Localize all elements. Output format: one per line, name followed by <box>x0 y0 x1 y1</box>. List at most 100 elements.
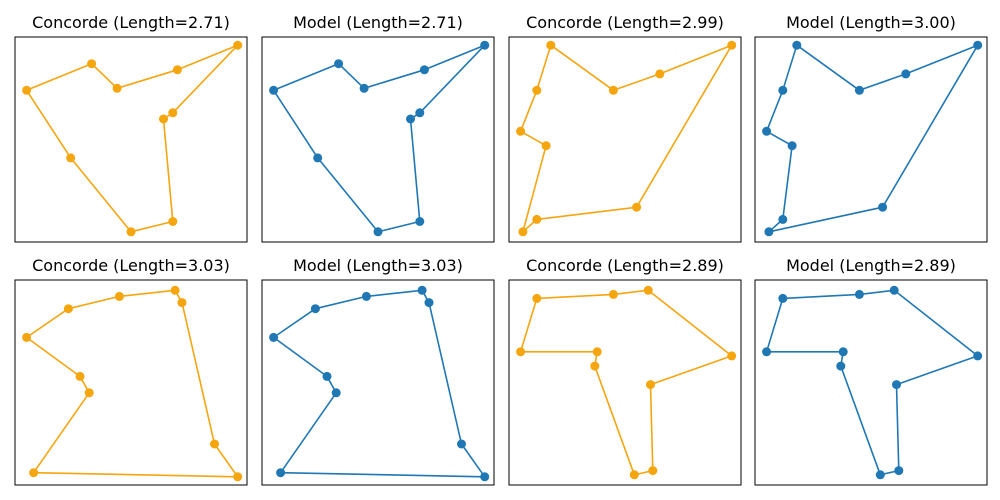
axes-frame <box>14 279 248 486</box>
city-point <box>359 83 369 93</box>
city-point <box>646 380 655 390</box>
city-point <box>168 108 178 118</box>
city-point <box>419 65 429 75</box>
city-point <box>778 293 788 303</box>
city-point <box>112 83 122 93</box>
tour-panel: Concorde (Length=3.03) <box>14 256 248 486</box>
city-point <box>778 214 788 224</box>
tour-panel: Model (Length=3.03) <box>261 256 495 486</box>
city-point <box>415 217 425 226</box>
panel-title: Model (Length=2.71) <box>293 13 463 32</box>
city-point <box>889 285 899 295</box>
city-point <box>361 291 371 301</box>
tour-line <box>25 44 239 233</box>
city-point <box>424 298 434 308</box>
city-point <box>406 114 415 124</box>
tour-panel: Concorde (Length=2.71) <box>14 13 248 243</box>
city-point <box>532 214 542 224</box>
city-point <box>632 202 642 212</box>
city-point <box>276 468 286 478</box>
city-point <box>643 285 653 295</box>
city-point <box>415 108 425 118</box>
panel-title: Model (Length=2.89) <box>786 256 956 275</box>
tour-panel: Model (Length=3.00) <box>754 13 988 243</box>
city-point <box>648 466 658 476</box>
city-point <box>269 332 279 342</box>
city-point <box>787 141 797 151</box>
tour-line <box>519 289 733 476</box>
city-point <box>854 85 864 95</box>
tour-panel: Concorde (Length=2.99) <box>508 13 742 243</box>
tour-line <box>519 44 733 233</box>
city-point <box>334 59 344 69</box>
city-point <box>210 439 219 449</box>
city-point <box>22 332 32 342</box>
panel-title: Model (Length=3.03) <box>293 256 463 275</box>
city-point <box>233 472 243 482</box>
tour-line <box>765 289 979 476</box>
city-point <box>546 40 556 50</box>
tour-panel: Model (Length=2.71) <box>261 13 495 243</box>
panel-title: Model (Length=3.00) <box>786 13 956 32</box>
tour-line <box>765 44 979 233</box>
city-point <box>778 85 788 95</box>
city-point <box>792 40 802 50</box>
panel-title: Concorde (Length=2.71) <box>32 13 230 32</box>
city-point <box>170 285 180 295</box>
city-point <box>63 304 73 314</box>
city-point <box>764 227 774 237</box>
city-point <box>532 293 542 303</box>
city-point <box>177 298 187 308</box>
city-point <box>973 40 983 50</box>
tour-line <box>272 289 486 478</box>
tour-line <box>272 44 486 233</box>
city-point <box>417 285 427 295</box>
city-point <box>973 351 983 361</box>
city-point <box>901 69 911 79</box>
city-point <box>590 361 600 371</box>
city-point <box>516 126 526 136</box>
city-point <box>172 65 182 75</box>
tour-panel: Concorde (Length=2.89) <box>508 256 742 486</box>
city-point <box>331 388 341 398</box>
axes-frame <box>14 36 248 243</box>
city-point <box>727 351 737 361</box>
city-point <box>727 40 737 50</box>
city-point <box>608 289 618 299</box>
city-point <box>480 472 490 482</box>
axes-frame <box>261 36 495 243</box>
axes-frame <box>754 279 988 486</box>
axes-frame <box>754 36 988 243</box>
axes-frame <box>508 279 742 486</box>
panel-title: Concorde (Length=3.03) <box>32 256 230 275</box>
panel-title: Concorde (Length=2.99) <box>526 13 724 32</box>
city-point <box>762 347 772 357</box>
tour-panel: Model (Length=2.89) <box>754 256 988 486</box>
city-point <box>84 388 94 398</box>
city-point <box>75 371 85 381</box>
tour-line <box>25 289 239 478</box>
city-point <box>608 85 618 95</box>
city-point <box>168 217 178 226</box>
city-point <box>838 347 848 357</box>
city-point <box>159 114 168 124</box>
city-point <box>762 126 772 136</box>
panel-title: Concorde (Length=2.89) <box>526 256 724 275</box>
city-point <box>854 289 864 299</box>
city-point <box>233 40 243 50</box>
city-point <box>313 153 323 163</box>
city-point <box>66 153 76 163</box>
city-point <box>836 361 846 371</box>
axes-frame <box>508 36 742 243</box>
city-point <box>29 468 39 478</box>
city-point <box>518 227 528 237</box>
city-point <box>22 85 32 95</box>
city-point <box>592 347 602 357</box>
city-point <box>87 59 97 69</box>
city-point <box>894 466 904 476</box>
city-point <box>480 40 490 50</box>
city-point <box>541 141 551 151</box>
city-point <box>878 202 888 212</box>
city-point <box>269 85 279 95</box>
axes-frame <box>261 279 495 486</box>
